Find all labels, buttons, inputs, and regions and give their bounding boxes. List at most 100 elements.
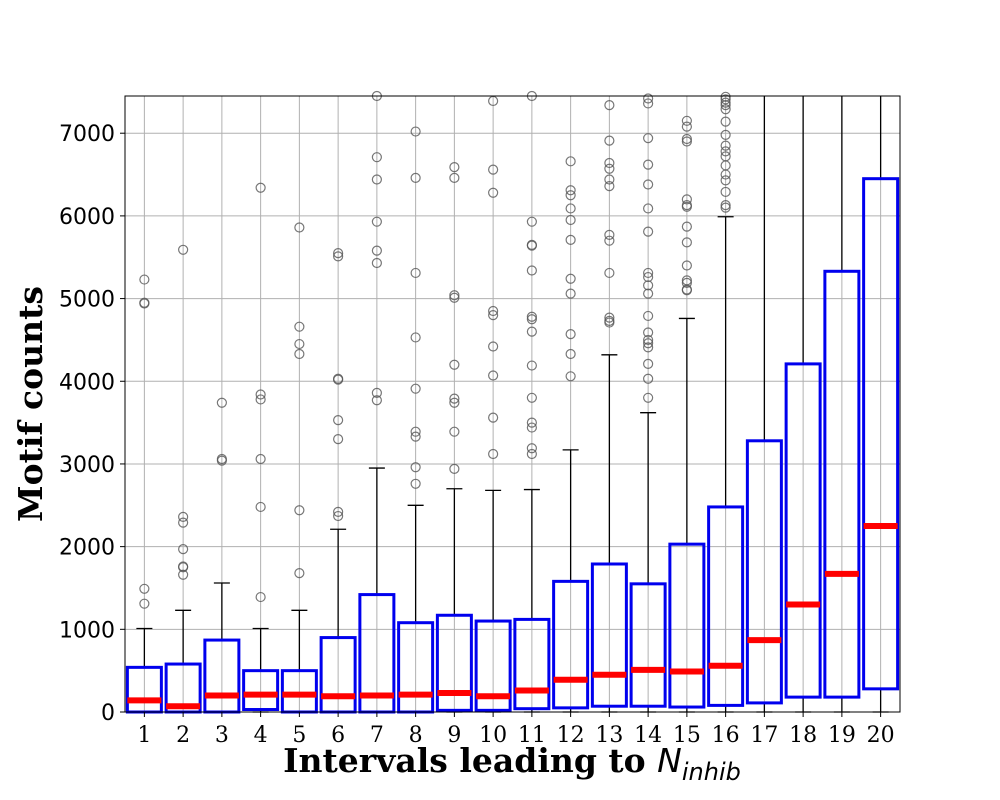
x-tick-label: 2 — [176, 723, 190, 748]
outlier-point — [720, 146, 731, 157]
outlier-point — [681, 221, 692, 232]
outlier-point — [526, 422, 537, 433]
outlier-point — [410, 431, 421, 442]
outlier-point — [178, 544, 189, 555]
outlier-point — [371, 257, 382, 269]
outlier-point — [333, 510, 344, 522]
outlier-point — [139, 583, 150, 594]
y-tick-label: 4000 — [59, 370, 115, 395]
y-tick-label: 2000 — [59, 536, 115, 561]
outlier-point — [643, 203, 654, 214]
outlier-point — [720, 116, 731, 127]
outlier-point — [333, 506, 344, 518]
iqr-box — [629, 582, 667, 708]
outlier-point — [294, 348, 305, 360]
x-axis-label-symbol: N — [657, 741, 682, 780]
iqr-box — [513, 617, 551, 711]
outlier-point — [449, 397, 460, 408]
x-tick-label: 11 — [518, 723, 546, 748]
outlier-point — [643, 226, 654, 237]
outlier-point — [565, 273, 576, 284]
outlier-point — [216, 453, 227, 465]
outlier-point — [139, 598, 150, 609]
outlier-point — [681, 275, 692, 286]
x-tick-label: 20 — [867, 723, 895, 748]
outlier-point — [720, 99, 731, 111]
outlier-point — [294, 222, 305, 233]
outlier-point — [449, 290, 460, 301]
outlier-point — [371, 245, 382, 256]
x-tick-label: 6 — [331, 723, 345, 748]
outlier-point — [643, 271, 654, 283]
outlier-point — [604, 99, 615, 111]
outlier-point — [371, 174, 382, 185]
outlier-point — [255, 394, 266, 405]
x-tick-label: 12 — [557, 723, 585, 748]
x-tick-label: 19 — [828, 723, 856, 748]
x-axis-ticks: 1 2 3 4 5 6 7 8 9 10 11 12 13 14 15 16 17 18 19 20 — [137, 712, 895, 748]
outlier-point — [410, 126, 421, 137]
x-axis-label-prefix: Intervals leading to — [283, 741, 657, 780]
x-tick-label: 1 — [137, 723, 151, 748]
box-13 — [590, 99, 628, 713]
outlier-point — [526, 392, 537, 403]
outlier-point — [294, 567, 305, 579]
outlier-point — [410, 426, 421, 437]
outlier-point — [449, 172, 460, 183]
outlier-point — [604, 135, 615, 146]
outlier-point — [681, 136, 692, 147]
x-tick-label: 8 — [409, 723, 423, 748]
iqr-box — [474, 619, 512, 712]
outlier-point — [681, 260, 692, 271]
outlier-point — [255, 389, 266, 400]
outlier-point — [526, 314, 537, 325]
outlier-point — [526, 311, 537, 322]
outlier-point — [526, 216, 537, 227]
box-12 — [552, 156, 590, 713]
outlier-point — [526, 448, 537, 460]
outlier-point — [681, 121, 692, 132]
outlier-point — [604, 267, 615, 279]
iqr-box — [242, 669, 280, 712]
outlier-point — [488, 305, 499, 317]
x-tick-label: 15 — [673, 723, 701, 748]
y-tick-label: 7000 — [59, 122, 115, 147]
box-20 — [862, 96, 900, 713]
outlier-point — [333, 415, 344, 426]
outlier-point — [643, 327, 654, 338]
outlier-point — [604, 163, 615, 174]
outlier-point — [643, 310, 654, 322]
outlier-point — [565, 329, 576, 340]
outlier-point — [488, 412, 499, 423]
iqr-box — [435, 613, 473, 712]
outlier-point — [526, 265, 537, 276]
box-8 — [397, 126, 435, 714]
outlier-point — [681, 237, 692, 248]
iqr-box — [745, 439, 783, 705]
outlier-point — [565, 234, 576, 245]
outlier-point — [449, 162, 460, 173]
outlier-point — [681, 115, 692, 126]
outlier-point — [720, 202, 731, 213]
iqr-box — [668, 542, 706, 709]
y-axis-label: Motif counts — [11, 286, 50, 522]
outlier-point — [643, 159, 654, 170]
outlier-point — [526, 360, 537, 371]
outlier-point — [681, 277, 692, 288]
outlier-point — [371, 152, 382, 163]
outlier-point — [449, 393, 460, 404]
outlier-point — [410, 478, 421, 489]
x-tick-label: 5 — [292, 723, 306, 748]
x-tick-label: 4 — [254, 723, 268, 748]
outlier-point — [604, 157, 615, 169]
outlier-point — [294, 338, 305, 350]
x-tick-label: 3 — [215, 723, 229, 748]
plot-frame — [124, 95, 901, 713]
box-9 — [435, 162, 473, 713]
outlier-point — [488, 310, 499, 321]
box-11 — [513, 90, 551, 713]
box-16 — [707, 91, 745, 713]
outlier-point — [333, 251, 344, 262]
box-4 — [242, 182, 280, 713]
outlier-point — [643, 334, 654, 346]
